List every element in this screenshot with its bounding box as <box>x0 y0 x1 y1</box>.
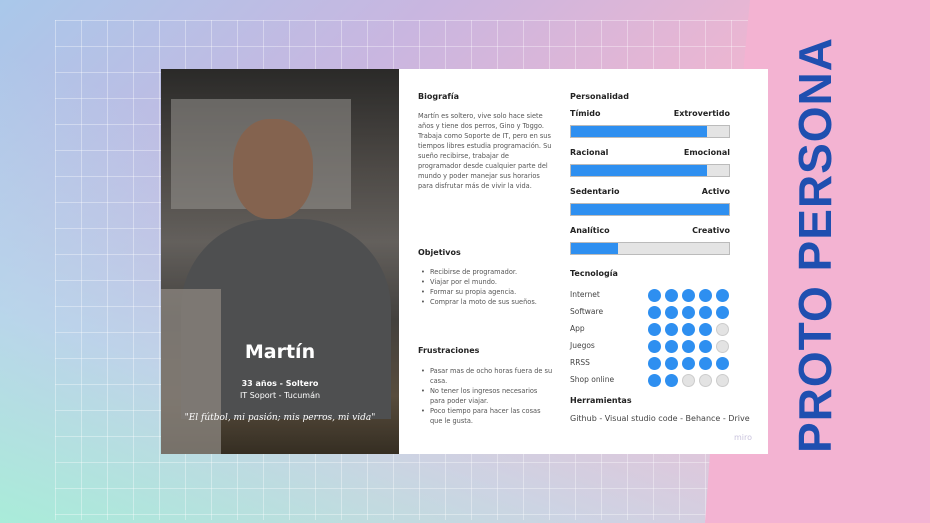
tech-row: Software <box>570 306 730 320</box>
frustraciones-list: Pasar mas de ocho horas fuera de su casa… <box>418 366 553 426</box>
persona-name: Martín <box>244 341 316 363</box>
list-item: Viajar por el mundo. <box>418 277 558 287</box>
tech-row: Internet <box>570 289 730 303</box>
trait-bar-fill <box>571 243 619 254</box>
miro-logo: miro <box>734 433 753 442</box>
bio-heading: Biografía <box>418 92 460 101</box>
trait-left-label: Sedentario <box>570 187 620 196</box>
rating-dot <box>648 340 661 353</box>
trait-left-label: Racional <box>570 148 609 157</box>
objetivos-list: Recibirse de programador. Viajar por el … <box>418 267 558 307</box>
rating-dot <box>665 340 678 353</box>
rating-dot <box>699 340 712 353</box>
rating-dot <box>648 357 661 370</box>
tech-label: Juegos <box>570 341 595 350</box>
rating-dot <box>665 374 678 387</box>
rating-dot <box>716 357 729 370</box>
rating-dot <box>665 289 678 302</box>
trait-left-label: Tímido <box>570 109 601 118</box>
rating-dot <box>716 289 729 302</box>
rating-dot <box>682 289 695 302</box>
list-item: Poco tiempo para hacer las cosas que le … <box>418 406 553 426</box>
tech-row: Juegos <box>570 340 730 354</box>
trait-bar <box>570 164 730 177</box>
persona-photo: Martín 33 años - Soltero IT Soport - Tuc… <box>161 69 399 454</box>
list-item: No tener los ingresos necesarios para po… <box>418 386 553 406</box>
rating-dot <box>716 323 729 336</box>
tech-row: Shop online <box>570 374 730 388</box>
rating-dot <box>699 357 712 370</box>
trait-right-label: Creativo <box>692 226 730 235</box>
tech-label: RRSS <box>570 358 590 367</box>
trait-bar <box>570 242 730 255</box>
personalidad-heading: Personalidad <box>570 92 629 101</box>
rating-dot <box>665 306 678 319</box>
objetivos-heading: Objetivos <box>418 248 461 257</box>
trait-right-label: Extrovertido <box>673 109 730 118</box>
trait-bar-fill <box>571 126 707 137</box>
rating-dot <box>699 374 712 387</box>
rating-dot <box>716 306 729 319</box>
persona-age-status: 33 años - Soltero <box>241 379 319 388</box>
rating-dot <box>682 306 695 319</box>
page-title: PROTO PERSONA <box>789 30 841 460</box>
rating-dot <box>648 374 661 387</box>
tech-label: Shop online <box>570 375 615 384</box>
page-title-text: PROTO PERSONA <box>789 37 841 453</box>
rating-dot <box>682 323 695 336</box>
rating-dot <box>699 289 712 302</box>
list-item: Comprar la moto de sus sueños. <box>418 297 558 307</box>
rating-dot <box>716 374 729 387</box>
tech-label: Software <box>570 307 604 316</box>
rating-dot <box>665 357 678 370</box>
rating-dot <box>648 306 661 319</box>
rating-dot <box>699 323 712 336</box>
rating-dot <box>665 323 678 336</box>
persona-card: Martín 33 años - Soltero IT Soport - Tuc… <box>161 69 768 454</box>
rating-dot <box>699 306 712 319</box>
rating-dot <box>648 323 661 336</box>
bio-text: Martín es soltero, vive solo hace siete … <box>418 112 552 190</box>
rating-dot <box>682 340 695 353</box>
tech-row: RRSS <box>570 357 730 371</box>
rating-dot <box>716 340 729 353</box>
trait-bar-fill <box>571 204 729 215</box>
trait-bar <box>570 125 730 138</box>
rating-dot <box>682 374 695 387</box>
list-item: Recibirse de programador. <box>418 267 558 277</box>
rating-dot <box>648 289 661 302</box>
list-item: Formar su propia agencia. <box>418 287 558 297</box>
frustraciones-heading: Frustraciones <box>418 346 480 355</box>
tech-label: App <box>570 324 585 333</box>
trait-left-label: Analítico <box>570 226 610 235</box>
tecnologia-heading: Tecnología <box>570 269 618 278</box>
herramientas-text: Github - Visual studio code - Behance - … <box>570 414 750 423</box>
trait-bar <box>570 203 730 216</box>
persona-quote: "El fútbol, mi pasión; mis perros, mi vi… <box>184 413 376 423</box>
tech-row: App <box>570 323 730 337</box>
trait-bar-fill <box>571 165 707 176</box>
persona-job-location: IT Soport - Tucumán <box>239 391 321 400</box>
trait-right-label: Emocional <box>683 148 730 157</box>
rating-dot <box>682 357 695 370</box>
trait-right-label: Activo <box>701 187 730 196</box>
tech-label: Internet <box>570 290 600 299</box>
list-item: Pasar mas de ocho horas fuera de su casa… <box>418 366 553 386</box>
herramientas-heading: Herramientas <box>570 396 632 405</box>
